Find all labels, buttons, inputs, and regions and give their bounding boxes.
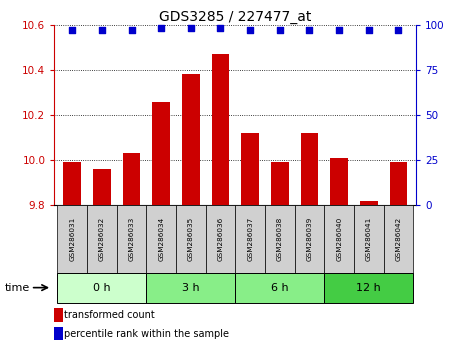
- Bar: [63, 162, 81, 205]
- Bar: [182, 74, 200, 205]
- Text: GSM286032: GSM286032: [99, 217, 105, 261]
- FancyBboxPatch shape: [176, 205, 206, 273]
- FancyBboxPatch shape: [265, 205, 295, 273]
- Text: GSM286039: GSM286039: [307, 217, 313, 261]
- Bar: [54, 327, 63, 340]
- Point: [98, 27, 105, 33]
- Bar: [330, 158, 348, 205]
- FancyBboxPatch shape: [236, 273, 324, 303]
- Text: 6 h: 6 h: [271, 282, 289, 293]
- Text: GSM286035: GSM286035: [188, 217, 194, 261]
- FancyBboxPatch shape: [146, 205, 176, 273]
- FancyBboxPatch shape: [354, 205, 384, 273]
- Bar: [152, 102, 170, 205]
- Text: 12 h: 12 h: [357, 282, 381, 293]
- Bar: [54, 308, 63, 322]
- FancyBboxPatch shape: [324, 205, 354, 273]
- FancyBboxPatch shape: [206, 205, 236, 273]
- Point: [394, 27, 402, 33]
- Point: [276, 27, 284, 33]
- Text: percentile rank within the sample: percentile rank within the sample: [64, 329, 229, 339]
- Bar: [211, 54, 229, 205]
- Point: [217, 25, 224, 31]
- Point: [365, 27, 373, 33]
- FancyBboxPatch shape: [57, 205, 87, 273]
- Text: GSM286041: GSM286041: [366, 217, 372, 261]
- Point: [306, 27, 313, 33]
- Point: [246, 27, 254, 33]
- Text: GSM286033: GSM286033: [129, 217, 134, 261]
- Text: GSM286031: GSM286031: [69, 217, 75, 261]
- Bar: [93, 169, 111, 205]
- FancyBboxPatch shape: [384, 205, 413, 273]
- Text: GSM286042: GSM286042: [395, 217, 402, 261]
- Point: [335, 27, 343, 33]
- Text: GSM286040: GSM286040: [336, 217, 342, 261]
- Point: [69, 27, 76, 33]
- FancyBboxPatch shape: [236, 205, 265, 273]
- Bar: [300, 133, 318, 205]
- Text: GSM286036: GSM286036: [218, 217, 223, 261]
- Text: GSM286037: GSM286037: [247, 217, 253, 261]
- Text: 3 h: 3 h: [182, 282, 200, 293]
- FancyBboxPatch shape: [117, 205, 146, 273]
- Bar: [360, 201, 377, 205]
- FancyBboxPatch shape: [146, 273, 236, 303]
- Point: [158, 25, 165, 31]
- Text: transformed count: transformed count: [64, 310, 155, 320]
- FancyBboxPatch shape: [57, 273, 146, 303]
- Text: 0 h: 0 h: [93, 282, 111, 293]
- FancyBboxPatch shape: [324, 273, 413, 303]
- Text: time: time: [5, 282, 30, 293]
- Bar: [390, 162, 407, 205]
- Point: [128, 27, 135, 33]
- Text: GSM286034: GSM286034: [158, 217, 164, 261]
- Bar: [271, 162, 289, 205]
- FancyBboxPatch shape: [295, 205, 324, 273]
- Title: GDS3285 / 227477_at: GDS3285 / 227477_at: [159, 10, 312, 24]
- FancyBboxPatch shape: [87, 205, 117, 273]
- Point: [187, 25, 194, 31]
- Bar: [241, 133, 259, 205]
- Bar: [123, 153, 140, 205]
- Text: GSM286038: GSM286038: [277, 217, 283, 261]
